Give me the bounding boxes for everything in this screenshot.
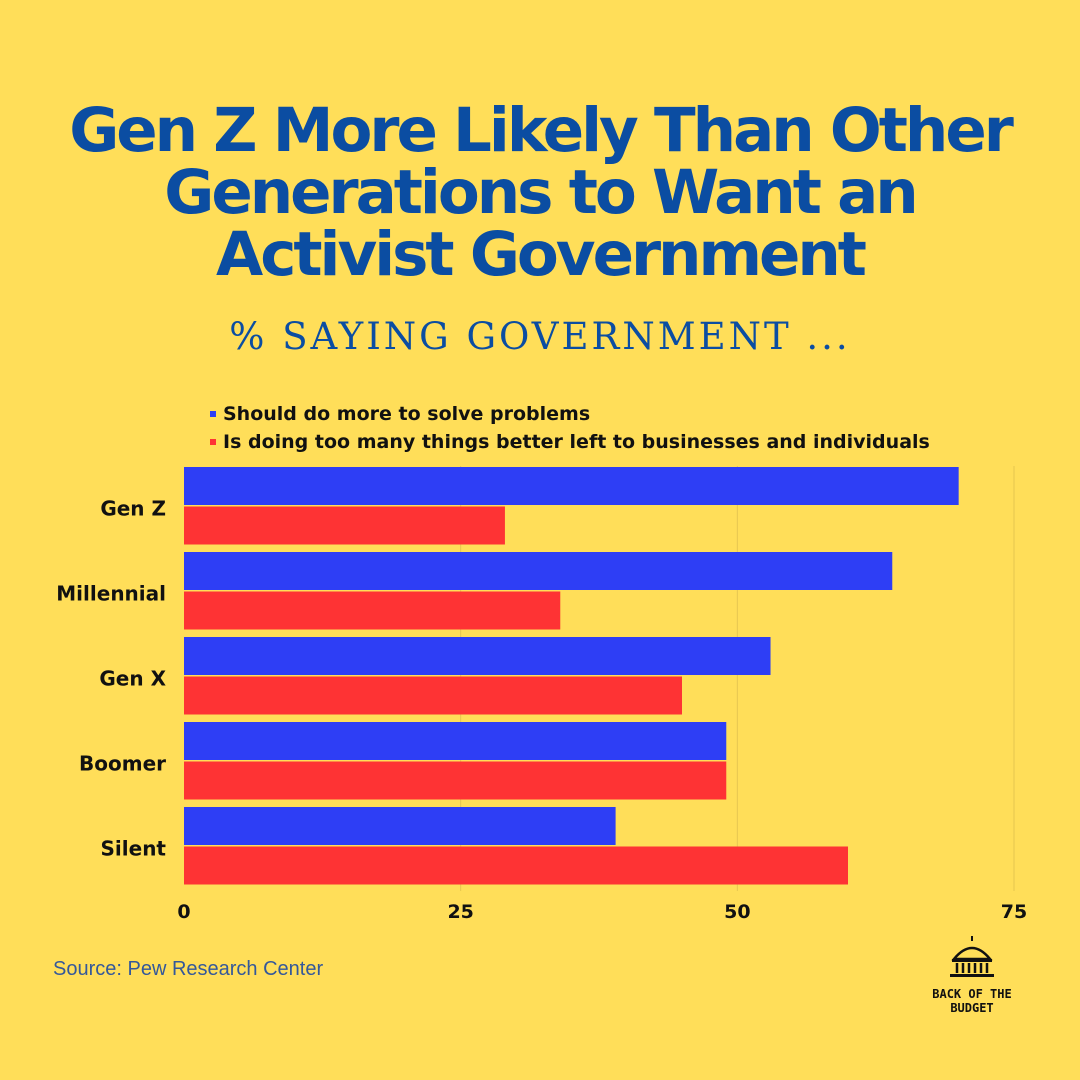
- logo: BACK OF THE BUDGET: [922, 935, 1022, 1015]
- logo-text-line1: BACK OF THE: [932, 987, 1012, 1001]
- bar: [184, 761, 727, 800]
- chart-title: Gen Z More Likely Than Other Generations…: [69, 95, 1014, 290]
- x-tick-label: 75: [1001, 901, 1027, 923]
- legend-swatch-less: [210, 439, 216, 445]
- category-label: Millennial: [56, 582, 166, 606]
- category-label: Silent: [101, 837, 167, 861]
- logo-text-line2: BUDGET: [950, 1001, 994, 1015]
- legend: Should do more to solve problems Is doin…: [210, 400, 930, 456]
- chart-subtitle: % SAYING GOVERNMENT ...: [229, 315, 851, 358]
- bar: [184, 807, 616, 845]
- x-tick-label: 25: [447, 901, 473, 923]
- category-label: Gen Z: [100, 497, 166, 521]
- source-note: Source: Pew Research Center: [53, 958, 324, 980]
- legend-item-less: Is doing too many things better left to …: [210, 428, 930, 456]
- bar: [184, 846, 848, 885]
- category-label: Boomer: [79, 752, 166, 776]
- bar: [184, 676, 682, 715]
- legend-label-less: Is doing too many things better left to …: [223, 431, 930, 453]
- bar: [184, 467, 959, 505]
- category-label: Gen X: [99, 667, 166, 691]
- bar: [184, 722, 727, 760]
- legend-item-more: Should do more to solve problems: [210, 400, 930, 428]
- x-tick-label: 50: [724, 901, 750, 923]
- bar: [184, 637, 771, 675]
- legend-swatch-more: [210, 411, 216, 417]
- bar: [184, 552, 893, 590]
- legend-label-more: Should do more to solve problems: [223, 403, 591, 425]
- bar: [184, 506, 505, 545]
- capitol-dome-icon: [950, 936, 994, 977]
- x-tick-label: 0: [177, 901, 190, 923]
- bar: [184, 591, 561, 630]
